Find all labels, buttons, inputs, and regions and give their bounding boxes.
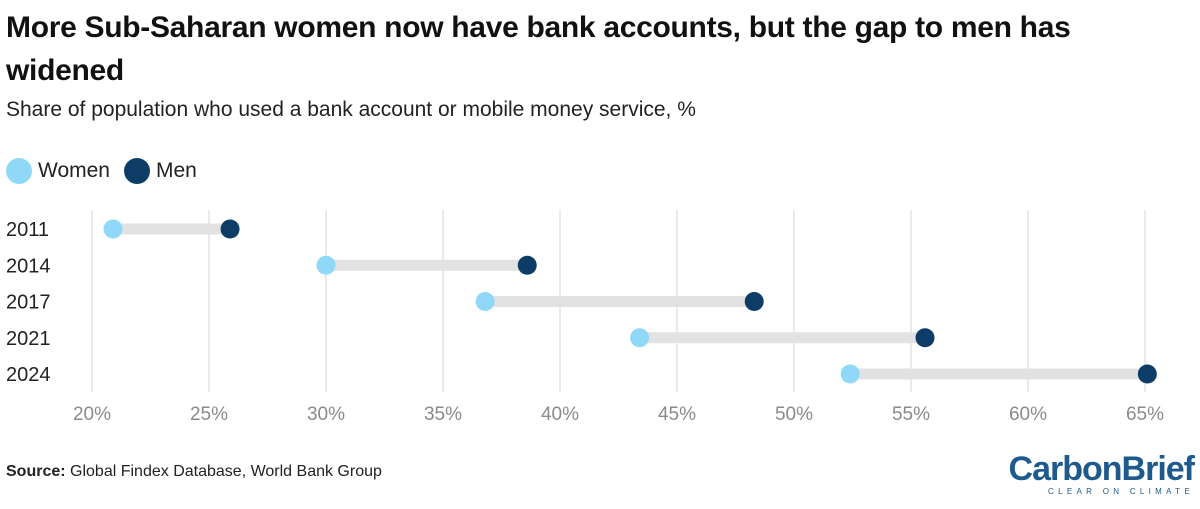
women-point <box>475 292 495 311</box>
y-category-label: 2011 <box>6 219 49 241</box>
x-tick-label: 20% <box>73 404 111 425</box>
women-point <box>840 364 860 384</box>
x-tick-label: 55% <box>892 404 930 425</box>
men-point <box>220 219 240 239</box>
data-points <box>103 219 1157 384</box>
source-label: Source: <box>6 463 66 480</box>
x-tick-label: 40% <box>541 404 579 425</box>
men-point <box>744 292 764 311</box>
legend-item-men: Men <box>123 158 197 184</box>
axis-labels: 20% 25% 30% 35% 40% 45% 50% 55% 60% 65% 2011 2014 20… <box>6 219 1164 425</box>
men-point <box>517 255 537 275</box>
y-category-label: 2021 <box>6 328 51 350</box>
x-tick-label: 50% <box>775 404 813 425</box>
women-point <box>316 255 336 275</box>
chart-title: More Sub-Saharan women now have bank acc… <box>6 11 1071 87</box>
y-category-label: 2014 <box>6 255 51 277</box>
x-tick-label: 60% <box>1009 404 1047 425</box>
x-tick-label: 30% <box>307 404 345 425</box>
logo-tagline: CLEAR ON CLIMATE <box>1048 487 1194 496</box>
x-tick-label: 45% <box>658 404 696 425</box>
women-point <box>630 328 650 348</box>
legend-swatch-women <box>6 158 32 184</box>
connectors <box>113 223 1148 380</box>
x-tick-label: 65% <box>1126 404 1164 425</box>
x-tick-label: 25% <box>190 404 228 425</box>
men-point <box>915 328 935 348</box>
dumbbell-chart: 20% 25% 30% 35% 40% 45% 50% 55% 60% 65% 2011 2014 20… <box>6 210 1164 425</box>
y-category-label: 2017 <box>6 292 51 314</box>
y-category-label: 2024 <box>6 364 51 386</box>
legend-label-men: Men <box>155 159 197 182</box>
chart-subtitle: Share of population who used a bank acco… <box>6 98 696 121</box>
men-point <box>1137 364 1157 384</box>
legend-label-women: Women <box>38 159 110 182</box>
legend-item-women: Women <box>6 158 110 184</box>
source-text: Global Findex Database, World Bank Group <box>70 463 382 480</box>
carbonbrief-logo: CarbonBrief CLEAR ON CLIMATE <box>1008 450 1195 497</box>
x-tick-label: 35% <box>424 404 462 425</box>
women-point <box>103 219 123 239</box>
legend-swatch-men <box>123 158 150 184</box>
source-note: Source: Global Findex Database, World Ba… <box>6 463 382 481</box>
logo-wordmark: CarbonBrief <box>1008 450 1195 488</box>
legend: Women Men <box>6 158 211 184</box>
